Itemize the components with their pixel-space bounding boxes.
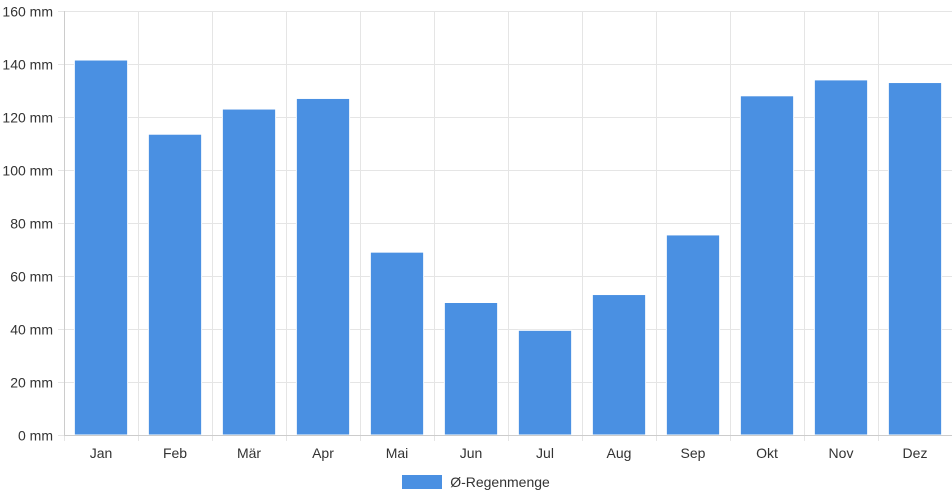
y-tick-label: 80 mm [10, 216, 53, 232]
bar [591, 294, 647, 436]
x-tick-label: Mai [386, 445, 409, 461]
legend-swatch [402, 475, 443, 489]
bar [221, 108, 277, 436]
x-tick-label: Aug [607, 445, 632, 461]
bar [887, 82, 943, 436]
x-tick-label: Nov [829, 445, 854, 461]
y-tick-label: 140 mm [2, 57, 53, 73]
bar [73, 59, 129, 436]
x-tick-label: Jul [536, 445, 554, 461]
x-tick-label: Feb [163, 445, 187, 461]
bar [147, 133, 203, 436]
grid-layer [58, 11, 952, 441]
bar-chart: 0 mm 20 mm 40 mm 60 mm 80 mm 100 mm 120 mm 140 … [2, 4, 952, 461]
y-tick-label: 60 mm [10, 269, 53, 285]
bar [369, 251, 425, 436]
x-tick-label: Okt [756, 445, 778, 461]
y-tick-label: 120 mm [2, 110, 53, 126]
x-tick-label: Jan [90, 445, 113, 461]
y-tick-label: 20 mm [10, 375, 53, 391]
y-tick-label: 100 mm [2, 163, 53, 179]
legend[interactable]: Ø-Regenmenge [0, 470, 952, 494]
x-tick-label: Sep [681, 445, 706, 461]
bar-layer [73, 59, 943, 436]
axis-layer: 0 mm 20 mm 40 mm 60 mm 80 mm 100 mm 120 mm 140 … [2, 4, 952, 461]
bar [443, 302, 499, 436]
x-tick-label: Jun [460, 445, 483, 461]
bar [813, 79, 869, 436]
x-tick-label: Apr [312, 445, 334, 461]
y-tick-label: 40 mm [10, 322, 53, 338]
y-tick-label: 0 mm [18, 428, 53, 444]
y-tick-label: 160 mm [2, 4, 53, 20]
x-tick-label: Dez [903, 445, 928, 461]
bar [739, 95, 795, 436]
x-tick-label: Mär [237, 445, 261, 461]
bar [517, 329, 573, 436]
bar [295, 97, 351, 436]
bar [665, 234, 721, 436]
legend-label: Ø-Regenmenge [450, 474, 550, 490]
